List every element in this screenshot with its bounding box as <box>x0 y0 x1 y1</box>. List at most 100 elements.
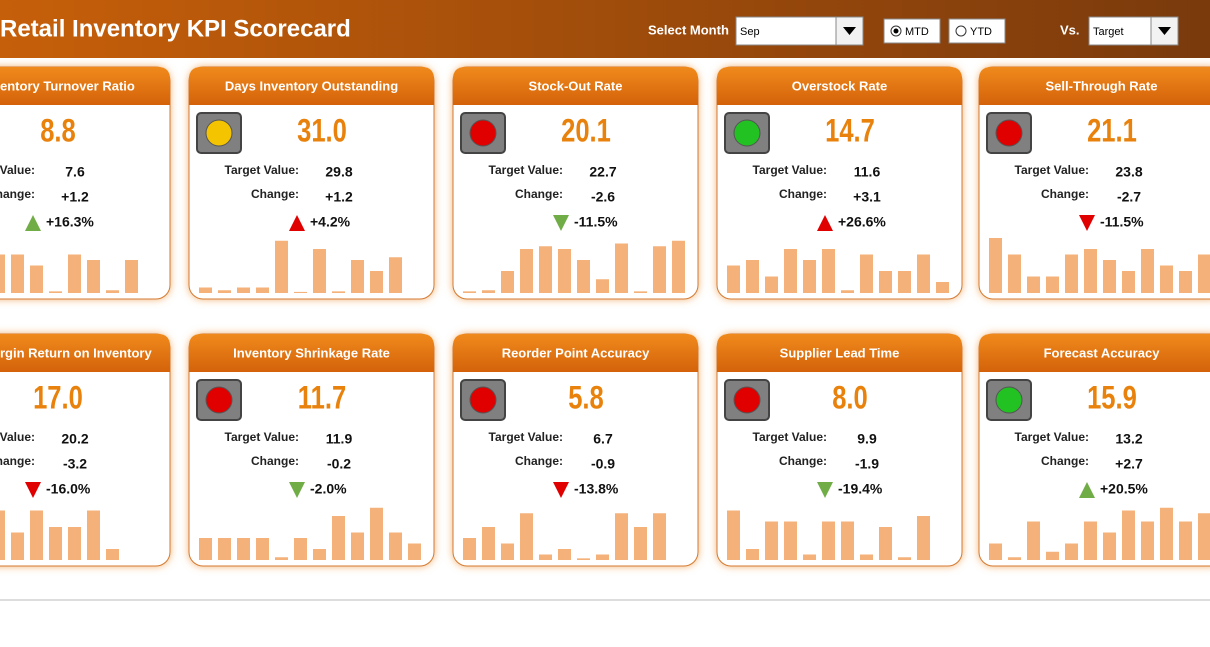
spark-bar <box>936 282 949 293</box>
spark-bar <box>539 246 552 293</box>
card-title-bar <box>0 334 170 372</box>
target-label: Target Value: <box>753 430 827 444</box>
spark-bar <box>30 510 43 560</box>
spark-bar <box>822 249 835 293</box>
spark-bar <box>1103 532 1116 560</box>
radio-label: YTD <box>970 26 992 38</box>
spark-bar <box>1122 510 1135 560</box>
status-light <box>995 386 1023 414</box>
target-value: 23.8 <box>1115 164 1142 180</box>
spark-bar <box>463 538 476 560</box>
spark-bar <box>558 549 571 560</box>
spark-bar <box>199 287 212 293</box>
month-label: Select Month <box>648 22 729 37</box>
status-light <box>995 119 1023 147</box>
change-label: Change: <box>1041 454 1089 468</box>
spark-bar <box>1084 521 1097 560</box>
kpi-value: 21.1 <box>1087 114 1137 149</box>
card-title-bar <box>717 67 962 105</box>
kpi-card: Reorder Point Accuracy 5.8 Target Value: 6.… <box>452 333 699 567</box>
change-value: -0.9 <box>591 456 615 472</box>
spark-bar <box>1160 507 1173 560</box>
spark-bar <box>294 538 307 560</box>
spark-bar <box>370 507 383 560</box>
change-value: -2.6 <box>591 189 615 205</box>
trend-arrow <box>553 215 569 231</box>
spark-bar <box>294 291 307 293</box>
spark-bar <box>313 549 326 560</box>
spark-bar <box>237 538 250 560</box>
kpi-value: 5.8 <box>568 381 604 416</box>
spark-bar <box>370 271 383 293</box>
spark-bar <box>577 260 590 293</box>
spark-bar <box>672 240 685 293</box>
change-value: +1.2 <box>325 189 353 205</box>
spark-bar <box>1046 551 1059 560</box>
kpi-card: Sell-Through Rate 21.1 Target Value: 23.8 Ch… <box>978 66 1210 300</box>
spark-bar <box>1065 254 1078 293</box>
status-light <box>733 119 761 147</box>
spark-bar <box>482 290 495 293</box>
period-radio[interactable]: MTD <box>883 18 941 44</box>
spark-bar <box>332 516 345 560</box>
spark-bar <box>0 254 5 293</box>
card-title-bar <box>979 334 1210 372</box>
trend-arrow <box>1079 482 1095 498</box>
kpi-value: 11.7 <box>298 381 346 416</box>
target-value: 29.8 <box>325 164 352 180</box>
status-light <box>469 386 497 414</box>
spark-bar <box>989 543 1002 560</box>
spark-bar <box>1027 276 1040 293</box>
spark-bar <box>1160 265 1173 293</box>
card-title: Overstock Rate <box>792 78 887 93</box>
spark-bar <box>746 260 759 293</box>
vs-dropdown[interactable]: Target <box>1088 16 1179 46</box>
kpi-value: 17.0 <box>33 381 83 416</box>
trend-arrow <box>1079 215 1095 231</box>
vs-label: Vs. <box>1060 22 1080 37</box>
target-label: Target Value: <box>225 430 299 444</box>
target-value: 9.9 <box>857 431 877 447</box>
spark-bar <box>106 549 119 560</box>
change-value: +3.1 <box>853 189 881 205</box>
spark-bar <box>784 521 797 560</box>
spark-bar <box>218 290 231 293</box>
spark-bar <box>1122 271 1135 293</box>
spark-bar <box>482 527 495 560</box>
kpi-card: Days Inventory Outstanding 31.0 Target Val… <box>188 66 435 300</box>
status-light <box>469 119 497 147</box>
spark-bar <box>313 249 326 293</box>
spark-bar <box>1198 513 1210 560</box>
target-label: Target Value: <box>489 430 563 444</box>
spark-bar <box>11 254 24 293</box>
spark-bar <box>653 513 666 560</box>
kpi-card: Forecast Accuracy 15.9 Target Value: 13.2 Ch… <box>978 333 1210 567</box>
spark-bar <box>389 532 402 560</box>
card-title: Inventory Shrinkage Rate <box>233 345 390 360</box>
spark-bar <box>30 265 43 293</box>
spark-bar <box>199 538 212 560</box>
spark-bar <box>615 243 628 293</box>
spark-bar <box>727 510 740 560</box>
spark-bar <box>634 291 647 293</box>
month-dropdown[interactable]: Sep <box>735 16 864 46</box>
spark-bar <box>577 558 590 560</box>
spark-bar <box>841 521 854 560</box>
change-label: Change: <box>1041 187 1089 201</box>
spark-bar <box>898 271 911 293</box>
target-value: 11.9 <box>326 431 353 447</box>
target-value: 13.2 <box>1115 431 1142 447</box>
change-label: Change: <box>0 454 35 468</box>
spark-bar <box>218 538 231 560</box>
target-value: 11.6 <box>854 164 881 180</box>
spark-bar <box>389 257 402 293</box>
spark-bar <box>746 549 759 560</box>
spark-bar <box>596 554 609 560</box>
spark-bar <box>1046 276 1059 293</box>
card-title-bar <box>453 334 698 372</box>
trend-arrow <box>25 215 41 231</box>
spark-bar <box>332 291 345 293</box>
period-radio[interactable]: YTD <box>948 18 1006 44</box>
kpi-value: 20.1 <box>561 114 611 149</box>
